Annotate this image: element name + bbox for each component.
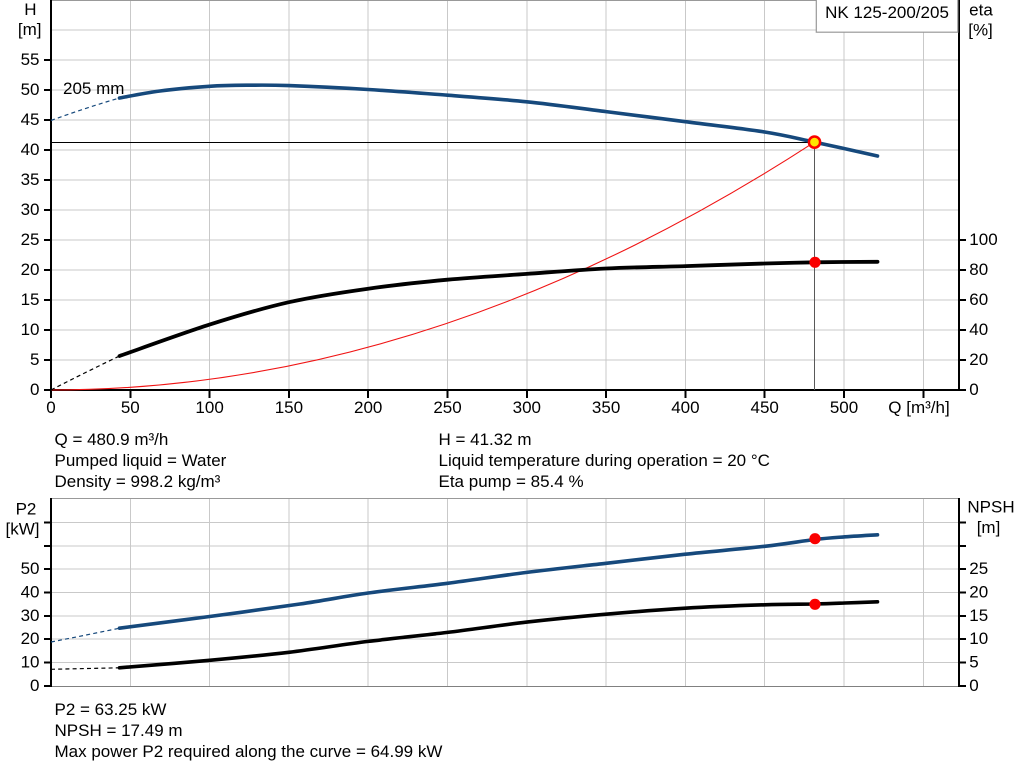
svg-text:Q = 480.9 m³/h: Q = 480.9 m³/h xyxy=(55,430,169,449)
svg-text:H = 41.32 m: H = 41.32 m xyxy=(439,430,532,449)
svg-text:80: 80 xyxy=(969,260,988,279)
svg-text:100: 100 xyxy=(195,398,223,417)
svg-text:40: 40 xyxy=(21,140,40,159)
svg-text:Pumped liquid = Water: Pumped liquid = Water xyxy=(55,451,227,470)
svg-text:P2 = 63.25 kW: P2 = 63.25 kW xyxy=(55,700,167,719)
svg-text:25: 25 xyxy=(969,559,988,578)
svg-text:20: 20 xyxy=(969,350,988,369)
svg-text:[%]: [%] xyxy=(968,21,993,40)
svg-text:500: 500 xyxy=(830,398,858,417)
svg-text:10: 10 xyxy=(969,629,988,648)
svg-text:10: 10 xyxy=(21,320,40,339)
svg-text:eta: eta xyxy=(969,1,993,20)
svg-text:60: 60 xyxy=(969,290,988,309)
svg-text:0: 0 xyxy=(30,380,39,399)
svg-text:Max power P2 required along th: Max power P2 required along the curve = … xyxy=(55,742,443,761)
svg-text:55: 55 xyxy=(21,50,40,69)
svg-text:40: 40 xyxy=(21,583,40,602)
svg-text:NK 125-200/205: NK 125-200/205 xyxy=(825,3,949,22)
svg-text:Liquid temperature during oper: Liquid temperature during operation = 20… xyxy=(439,451,770,470)
svg-text:20: 20 xyxy=(21,629,40,648)
svg-text:200: 200 xyxy=(354,398,382,417)
svg-text:25: 25 xyxy=(21,230,40,249)
svg-text:400: 400 xyxy=(671,398,699,417)
svg-text:50: 50 xyxy=(21,559,40,578)
svg-text:150: 150 xyxy=(275,398,303,417)
svg-text:[m]: [m] xyxy=(18,20,42,39)
svg-text:350: 350 xyxy=(592,398,620,417)
svg-text:H: H xyxy=(24,0,36,19)
svg-text:30: 30 xyxy=(21,606,40,625)
svg-text:5: 5 xyxy=(969,653,978,672)
svg-text:40: 40 xyxy=(969,320,988,339)
svg-text:15: 15 xyxy=(21,290,40,309)
svg-text:250: 250 xyxy=(433,398,461,417)
svg-text:Eta pump = 85.4 %: Eta pump = 85.4 % xyxy=(439,472,584,491)
svg-text:20: 20 xyxy=(21,260,40,279)
svg-text:45: 45 xyxy=(21,110,40,129)
svg-text:50: 50 xyxy=(21,80,40,99)
svg-text:0: 0 xyxy=(969,676,978,695)
svg-text:10: 10 xyxy=(21,653,40,672)
svg-text:15: 15 xyxy=(969,606,988,625)
svg-text:NPSH = 17.49 m: NPSH = 17.49 m xyxy=(55,721,183,740)
svg-text:[kW]: [kW] xyxy=(6,520,40,539)
svg-text:20: 20 xyxy=(969,583,988,602)
svg-text:P2: P2 xyxy=(16,500,37,519)
svg-text:35: 35 xyxy=(21,170,40,189)
svg-text:0: 0 xyxy=(30,676,39,695)
svg-text:Density = 998.2 kg/m³: Density = 998.2 kg/m³ xyxy=(55,472,221,491)
svg-text:205 mm: 205 mm xyxy=(63,79,124,98)
svg-text:[m]: [m] xyxy=(977,518,1001,537)
svg-text:NPSH: NPSH xyxy=(967,498,1014,517)
svg-text:0: 0 xyxy=(46,398,55,417)
svg-text:450: 450 xyxy=(751,398,779,417)
svg-text:30: 30 xyxy=(21,200,40,219)
svg-text:5: 5 xyxy=(30,350,39,369)
svg-text:300: 300 xyxy=(513,398,541,417)
svg-text:0: 0 xyxy=(969,380,978,399)
svg-text:100: 100 xyxy=(969,230,997,249)
svg-text:50: 50 xyxy=(121,398,140,417)
svg-text:Q [m³/h]: Q [m³/h] xyxy=(888,398,949,417)
